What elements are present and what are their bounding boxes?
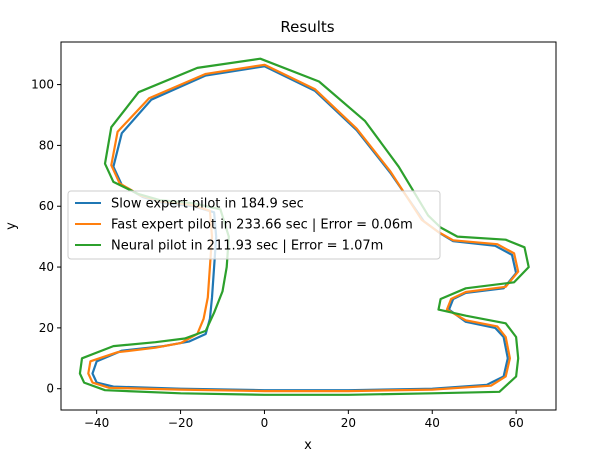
chart-title: Results [280,18,334,36]
series-layer [78,57,530,396]
x-axis-label: x [304,438,312,453]
x-tick-label: 60 [509,416,524,430]
y-tick-label: 0 [46,382,54,396]
legend-box [67,190,441,260]
y-tick-label: 100 [31,78,54,92]
series-line-2 [78,57,530,396]
legend-label-1: Fast expert pilot in 233.66 sec | Error … [111,218,413,233]
x-tick-label: 20 [341,416,356,430]
x-tick-label: 0 [261,416,269,430]
x-tick-label: −20 [168,416,193,430]
series-line-1 [87,63,520,393]
plot-frame [60,41,557,411]
x-tick-label: −40 [84,416,109,430]
y-tick-label: 40 [39,260,54,274]
legend-items: Slow expert pilot in 184.9 sec Fast exper… [75,197,413,254]
y-tick-label: 20 [39,321,54,335]
legend-label-2: Neural pilot in 211.93 sec | Error = 1.0… [111,239,383,254]
y-axis-label: y [4,222,19,230]
y-axis: 0 20 40 60 80 100 [31,78,61,396]
y-tick-label: 80 [39,138,54,152]
legend-label-0: Slow expert pilot in 184.9 sec [111,197,304,212]
x-tick-label: 40 [425,416,440,430]
y-tick-label: 60 [39,199,54,213]
legend: Slow expert pilot in 184.9 sec Fast exper… [67,190,441,260]
x-axis: −40 −20 0 20 40 60 [84,410,524,430]
